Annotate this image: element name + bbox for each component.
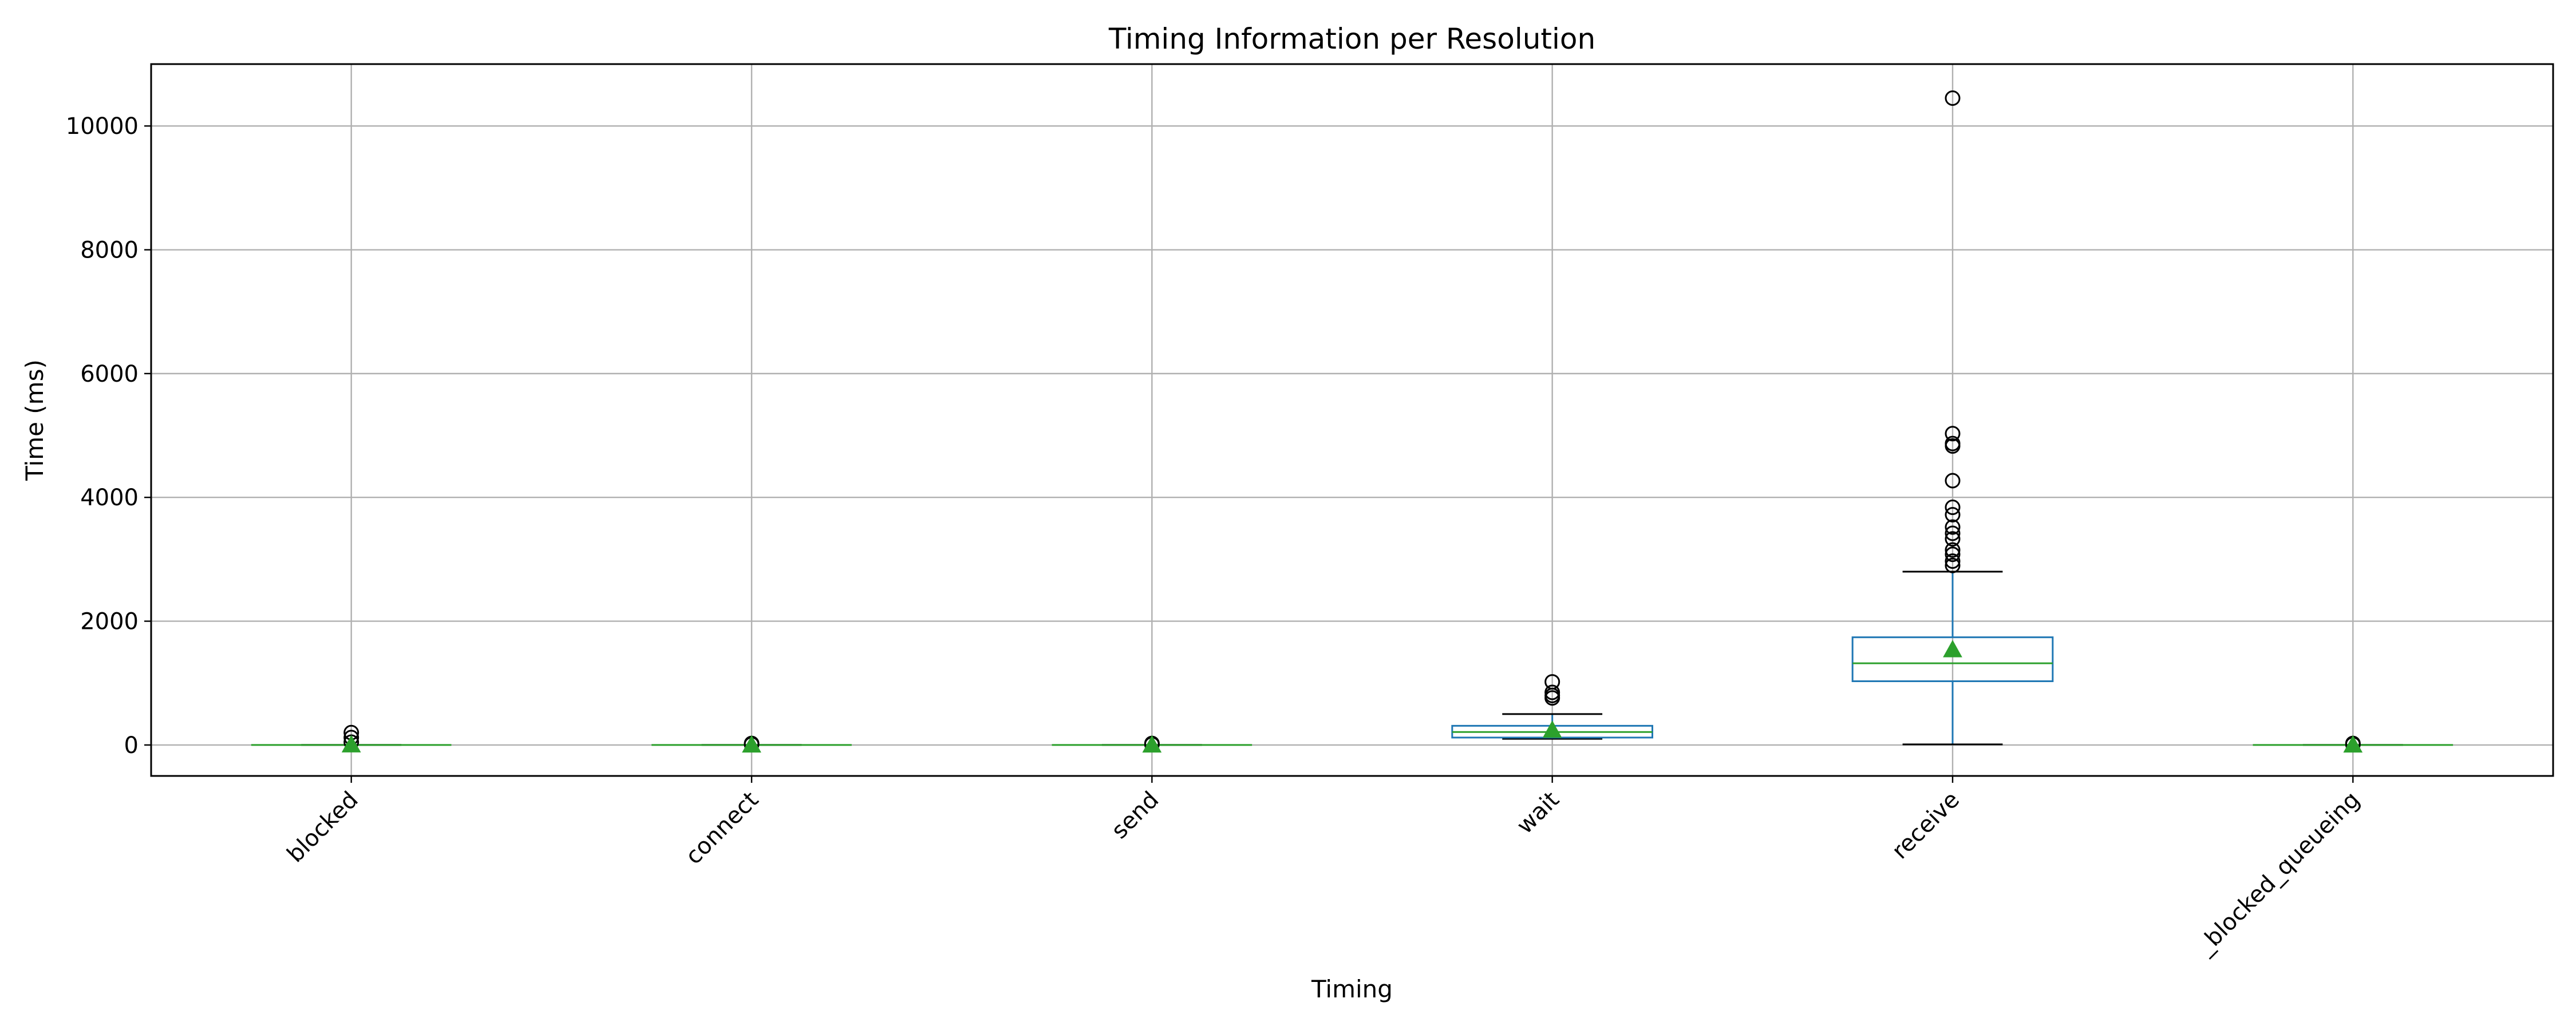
outlier-point — [1544, 684, 1560, 700]
plot-area — [251, 90, 2453, 753]
mean-marker — [742, 735, 761, 753]
x-axis-label: Timing — [1311, 975, 1393, 1003]
outlier-point — [1945, 546, 1961, 562]
outlier-point — [1544, 674, 1560, 690]
mean-marker — [1943, 640, 1962, 657]
outlier-point — [1945, 553, 1961, 569]
outlier-point — [1945, 473, 1961, 489]
box-send — [1052, 735, 1253, 753]
grid — [151, 64, 2553, 776]
chart-title: Timing Information per Resolution — [1108, 22, 1595, 56]
box-receive — [1851, 90, 2054, 746]
y-axis: 0 2000 4000 6000 8000 10000 — [66, 113, 151, 759]
y-tick-label: 2000 — [80, 609, 139, 635]
outlier-point — [1945, 500, 1961, 516]
outlier-point — [1945, 519, 1961, 535]
outlier-point — [1945, 426, 1961, 442]
mean-marker — [2343, 735, 2363, 753]
outlier-point — [1945, 435, 1961, 451]
outlier-point — [1945, 525, 1961, 541]
box-_blocked_queueing — [2253, 735, 2453, 753]
outlier-point — [1945, 90, 1961, 106]
box-blocked — [251, 724, 452, 752]
outlier-point — [1945, 557, 1961, 573]
mean-marker — [1142, 735, 1162, 753]
y-tick-label: 8000 — [80, 237, 139, 264]
y-tick-label: 6000 — [80, 361, 139, 387]
y-tick-label: 4000 — [80, 485, 139, 511]
y-axis-label: Time (ms) — [21, 359, 49, 481]
box-connect — [651, 735, 852, 753]
plot-frame — [150, 63, 2554, 777]
mean-marker — [1542, 720, 1562, 738]
box-iqr — [1851, 636, 2054, 682]
y-tick-label: 10000 — [66, 113, 139, 140]
y-tick-label: 0 — [124, 732, 139, 759]
outlier-point — [1945, 531, 1961, 547]
mean-marker — [341, 735, 361, 752]
outlier-point — [1945, 542, 1961, 558]
box-wait — [1451, 674, 1653, 740]
outlier-point — [1945, 507, 1961, 523]
